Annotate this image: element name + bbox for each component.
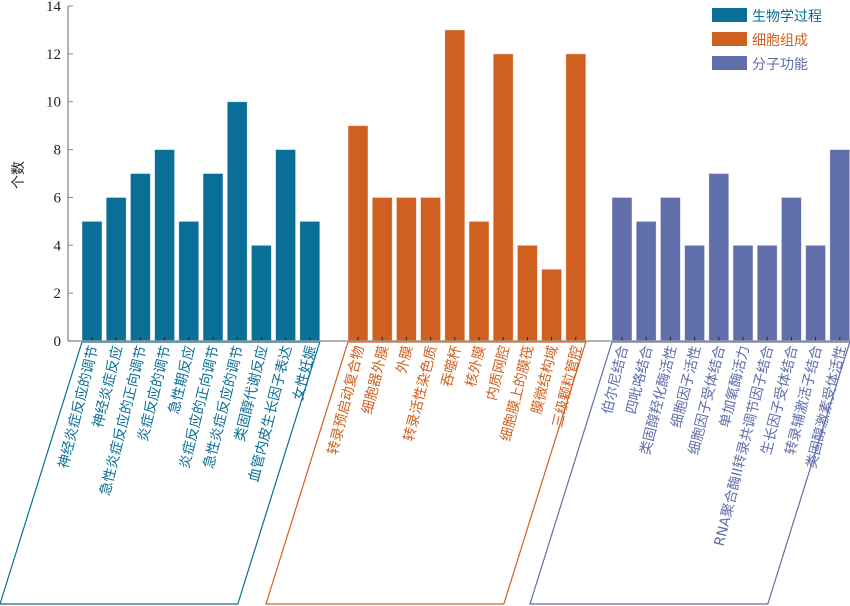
bar-1-4 bbox=[444, 29, 466, 342]
bar-0-5 bbox=[202, 173, 224, 342]
category-box-1 bbox=[265, 341, 587, 605]
bar-1-9 bbox=[565, 53, 587, 342]
bar-1-8 bbox=[541, 268, 562, 342]
bar-1-5 bbox=[468, 220, 490, 342]
bar-2-3 bbox=[684, 244, 705, 342]
bar-2-6 bbox=[756, 244, 778, 342]
bar-1-0 bbox=[347, 125, 369, 342]
bar-1-2 bbox=[395, 197, 417, 342]
bar-1-1 bbox=[371, 197, 393, 342]
category-label: 外膜 bbox=[394, 344, 416, 375]
legend-label-2: 分子功能 bbox=[752, 57, 808, 73]
bar-0-8 bbox=[275, 149, 297, 342]
y-axis-label: 个数 bbox=[11, 161, 27, 189]
bar-1-6 bbox=[492, 53, 514, 342]
bar-0-6 bbox=[226, 101, 248, 342]
bar-0-9 bbox=[299, 220, 321, 342]
bar-1-7 bbox=[517, 244, 538, 342]
bar-2-1 bbox=[635, 220, 657, 342]
bar-2-0 bbox=[611, 197, 633, 342]
category-box-0 bbox=[0, 341, 321, 605]
bar-2-4 bbox=[708, 173, 730, 342]
category-box-2 bbox=[529, 341, 850, 605]
y-ticks: 0 2 4 6 8 10 12 14 bbox=[46, 0, 73, 350]
legend-swatch-1 bbox=[712, 32, 747, 46]
legend-swatch-0 bbox=[712, 8, 747, 22]
bar-0-4 bbox=[178, 220, 200, 342]
axes bbox=[67, 6, 850, 342]
category-label: 转录预启动复合物 bbox=[324, 344, 368, 457]
bar-2-7 bbox=[781, 197, 802, 342]
y-tick-label: 14 bbox=[46, 0, 62, 15]
bar-2-2 bbox=[660, 197, 681, 342]
y-tick-label: 0 bbox=[54, 334, 62, 350]
bar-0-1 bbox=[105, 197, 127, 342]
legend-label-1: 细胞组成 bbox=[752, 33, 808, 49]
bar-0-7 bbox=[250, 244, 272, 342]
bar-0-3 bbox=[154, 149, 176, 342]
bar-2-9 bbox=[829, 149, 850, 342]
y-tick-label: 2 bbox=[54, 286, 62, 302]
y-tick-label: 10 bbox=[46, 95, 61, 111]
category-group-boxes bbox=[0, 341, 850, 605]
bar-0-2 bbox=[129, 173, 151, 342]
legend-swatch-2 bbox=[712, 56, 747, 70]
bar-2-5 bbox=[732, 244, 754, 342]
y-tick-label: 6 bbox=[54, 190, 62, 206]
bars bbox=[81, 29, 850, 342]
category-label: 吞噬杯 bbox=[439, 344, 465, 389]
bar-1-3 bbox=[420, 197, 442, 342]
bar-2-8 bbox=[805, 244, 826, 342]
bar-0-0 bbox=[81, 220, 103, 342]
y-tick-label: 12 bbox=[46, 47, 61, 63]
y-tick-label: 8 bbox=[54, 143, 62, 159]
category-label: 核外膜 bbox=[463, 344, 489, 389]
legend-label-0: 生物学过程 bbox=[752, 9, 822, 25]
category-labels: 神经炎症反应的调节神经炎症反应急性炎症反应的正向调节炎症反应的调节急性期反应炎症… bbox=[55, 344, 850, 548]
y-tick-label: 4 bbox=[54, 238, 62, 254]
